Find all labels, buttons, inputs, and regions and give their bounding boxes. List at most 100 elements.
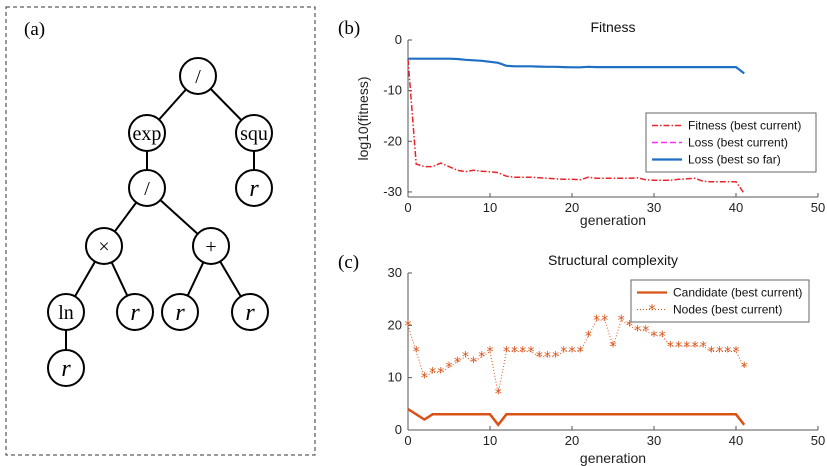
tree-node-r-squ (235, 169, 273, 207)
series-point-marker: * (593, 313, 600, 329)
series-point-marker: * (716, 345, 723, 361)
tree-node-r-plus-left (161, 293, 199, 331)
x-tick-label: 30 (647, 433, 661, 448)
tree-node-div2 (128, 169, 166, 207)
tree-node-label: r (61, 356, 71, 382)
legend-label: Loss (best current) (688, 136, 788, 150)
tree-node-r-ln (47, 349, 85, 387)
series-point-marker: * (511, 345, 518, 361)
series-point-marker: * (560, 345, 567, 361)
series-line-0 (407, 408, 746, 427)
tree-node-label: r (130, 300, 140, 326)
tree-node-label: exp (133, 123, 162, 145)
legend-marker: * (649, 303, 656, 319)
x-tick-label: 0 (404, 433, 411, 448)
tree-node-squ (235, 114, 273, 152)
tree-node-label: r (249, 176, 259, 202)
x-axis-label: generation (580, 450, 646, 466)
chart-title: Structural complexity (548, 252, 678, 268)
series-point-marker: * (601, 313, 608, 329)
tree-panel-frame (5, 6, 316, 456)
tree-node-r-plus-right (231, 293, 269, 331)
series-point-marker: * (437, 365, 444, 381)
x-tick-label: 40 (729, 200, 743, 215)
series-point-marker: * (405, 318, 412, 334)
series-point-marker: * (733, 345, 740, 361)
legend-label: Fitness (best current) (688, 119, 801, 133)
x-tick-label: 40 (729, 433, 743, 448)
series-point-marker: * (651, 329, 658, 345)
series-point-marker: * (528, 345, 535, 361)
tree-node-plus (192, 227, 230, 265)
series-point-marker: * (421, 371, 428, 387)
series-point-marker: * (519, 345, 526, 361)
series-point-marker: * (569, 345, 576, 361)
series-point-marker: * (642, 324, 649, 340)
series-line-1 (407, 319, 745, 394)
tree-node-label: r (175, 300, 185, 326)
x-tick-label: 0 (404, 200, 411, 215)
y-axis-label: log10(fitness) (355, 76, 371, 160)
x-tick-label: 10 (483, 433, 497, 448)
series-point-marker: * (495, 386, 502, 402)
series-point-marker: * (503, 345, 510, 361)
series-point-marker: * (536, 350, 543, 366)
panel-label-c: (c) (338, 252, 359, 273)
x-tick-label: 10 (483, 200, 497, 215)
chart-title: Fitness (590, 19, 635, 35)
legend-box (630, 279, 810, 323)
series-point-marker: * (667, 339, 674, 355)
fitness-chart: Fitness 0 10 20 30 40 50 0 -10 -20 -30 generation lo… (355, 19, 825, 228)
tree-node-label: + (205, 236, 216, 258)
series-line-0 (407, 59, 745, 194)
y-tick-label: 30 (388, 265, 402, 280)
legend-label: Nodes (best current) (673, 303, 782, 317)
series-point-marker: * (708, 345, 715, 361)
series-point-marker: * (741, 360, 748, 376)
series-point-marker: * (610, 339, 617, 355)
x-tick-label: 50 (811, 200, 825, 215)
series-point-marker: * (585, 329, 592, 345)
y-tick-label: -20 (383, 133, 402, 148)
y-tick-label: 10 (388, 370, 402, 385)
series-point-marker: * (659, 329, 666, 345)
y-tick-label: 20 (388, 317, 402, 332)
x-axis-label: generation (580, 212, 646, 228)
series-point-marker: * (724, 345, 731, 361)
tree-node-label: r (245, 300, 255, 326)
tree-node-label: × (98, 236, 109, 258)
x-tick-label: 30 (647, 200, 661, 215)
panel-label-b: (b) (338, 18, 360, 39)
series-point-marker: * (634, 324, 641, 340)
legend-label: Candidate (best current) (673, 286, 802, 300)
series-point-marker: * (675, 339, 682, 355)
y-tick-label: -30 (383, 184, 402, 199)
series-point-marker: * (487, 345, 494, 361)
tree-node-label: squ (240, 123, 268, 145)
x-tick-label: 20 (565, 200, 579, 215)
x-tick-label: 50 (811, 433, 825, 448)
tree-node-label: ln (58, 302, 74, 324)
series-point-marker: * (692, 339, 699, 355)
series-point-marker: * (577, 345, 584, 361)
series-point-marker: * (478, 350, 485, 366)
series-point-marker: * (446, 360, 453, 376)
tree-node-root (179, 57, 217, 95)
expression-tree: / exp squ / r × + ln r r r r (47, 57, 273, 387)
series-point-marker: * (429, 365, 436, 381)
tree-node-exp (128, 114, 166, 152)
panel-label-a: (a) (24, 19, 45, 40)
tree-node-label: / (144, 178, 150, 200)
series-point-marker: * (626, 318, 633, 334)
tree-node-ln (47, 293, 85, 331)
series-point-marker: * (413, 345, 420, 361)
x-tick-label: 20 (565, 433, 579, 448)
tree-node-label: / (195, 66, 201, 88)
y-tick-label: 0 (395, 422, 402, 437)
y-tick-label: -10 (383, 83, 402, 98)
series-point-marker: * (454, 355, 461, 371)
legend-label: Loss (best so far) (688, 153, 781, 167)
series-point-marker: * (462, 350, 469, 366)
tree-node-times (85, 227, 123, 265)
